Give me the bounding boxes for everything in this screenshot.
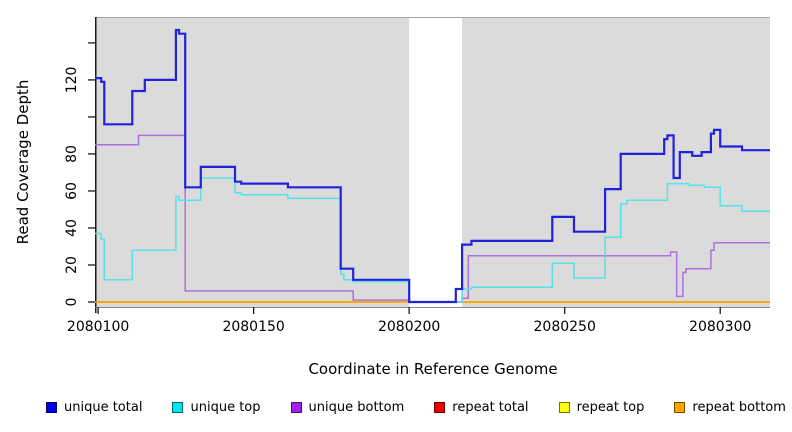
- legend-swatch-unique-top: [172, 401, 184, 413]
- legend-label: unique total: [64, 399, 143, 415]
- series-line-unique-bottom: [95, 134, 770, 303]
- legend-item-unique-bottom: unique bottom: [290, 399, 405, 415]
- y-tick-label: 60: [64, 182, 80, 200]
- y-tick-label: 20: [64, 256, 80, 274]
- legend-label: repeat bottom: [692, 399, 786, 415]
- chart-legend: unique total unique top unique bottom re…: [46, 397, 786, 417]
- x-tick-label: 2080200: [378, 319, 440, 335]
- legend-label: unique top: [190, 399, 261, 415]
- series-line-unique-total: [95, 28, 770, 304]
- y-tick-label: 40: [64, 219, 80, 237]
- legend-item-unique-top: unique top: [172, 399, 261, 415]
- legend-swatch-unique-total: [46, 401, 57, 413]
- y-tick-label: 0: [64, 298, 80, 307]
- x-axis-title: Coordinate in Reference Genome: [308, 360, 557, 378]
- y-tick-label: 80: [64, 145, 80, 163]
- legend-item-repeat-top: repeat top: [558, 399, 645, 415]
- legend-swatch-repeat-total: [434, 401, 446, 413]
- legend-item-repeat-total: repeat total: [434, 399, 529, 415]
- legend-item-repeat-bottom: repeat bottom: [674, 400, 786, 415]
- legend-item-unique-total: unique total: [46, 400, 142, 415]
- zero-coverage-gap: [409, 18, 463, 307]
- x-tick-label: 2080150: [222, 319, 284, 335]
- legend-swatch-repeat-top: [558, 401, 570, 413]
- plot-layer: 0 20 40 60 80 120 2080100 2080150 2080200 2080250…: [64, 17, 770, 335]
- legend-label: repeat total: [452, 399, 529, 415]
- y-axis-title: Read Coverage Depth: [14, 80, 32, 245]
- x-tick-label: 2080250: [534, 319, 596, 335]
- legend-label: repeat top: [576, 399, 645, 415]
- x-tick-label: 2080100: [67, 319, 129, 335]
- legend-label: unique bottom: [308, 399, 405, 415]
- y-tick-label: 120: [64, 67, 80, 94]
- legend-swatch-repeat-bottom: [674, 401, 686, 413]
- x-tick-label: 2080300: [689, 319, 751, 335]
- legend-swatch-unique-bottom: [290, 401, 302, 413]
